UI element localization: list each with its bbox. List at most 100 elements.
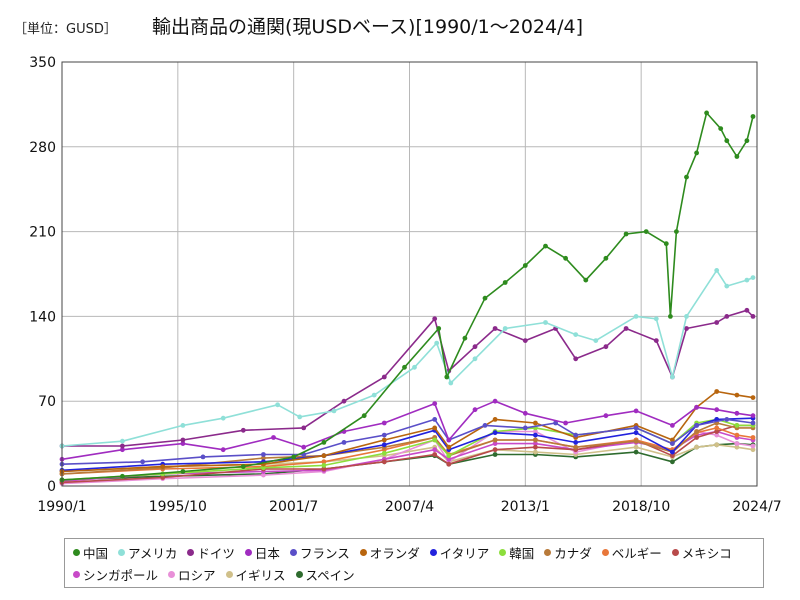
data-point — [694, 150, 699, 156]
data-point — [670, 374, 675, 380]
data-point — [432, 437, 438, 443]
legend-label: スペイン — [305, 567, 355, 583]
data-point — [714, 432, 720, 438]
data-point — [261, 455, 266, 461]
legend-marker — [499, 548, 507, 556]
data-point — [543, 320, 548, 325]
legend-item: オランダ — [359, 541, 420, 563]
data-point — [643, 229, 649, 235]
grid — [61, 61, 758, 487]
data-point — [492, 437, 498, 443]
data-point — [381, 420, 387, 426]
data-point — [381, 442, 387, 448]
legend-label: イギリス — [235, 567, 286, 583]
data-point — [381, 437, 387, 443]
data-point — [714, 320, 720, 325]
data-point — [180, 469, 186, 474]
legend-label: ベルギー — [611, 545, 662, 561]
x-tick-label: 2001/7 — [269, 499, 318, 515]
data-point — [724, 314, 730, 319]
data-point — [381, 459, 387, 465]
data-point — [533, 437, 538, 443]
data-point — [492, 441, 498, 446]
series-line — [61, 430, 754, 482]
data-point — [633, 314, 639, 319]
data-point — [744, 307, 750, 313]
legend-label: イタリア — [439, 545, 490, 561]
data-point — [482, 423, 488, 428]
data-point — [492, 452, 498, 457]
data-point — [734, 432, 740, 438]
data-point — [694, 404, 699, 410]
series-lines — [59, 110, 756, 486]
data-point — [633, 449, 639, 455]
axes: 0 70 140 210 280 350 1990/1 1995/10 2001/7 2007/4… — [29, 55, 781, 515]
series-3 — [59, 398, 756, 462]
x-tick-label: 2024/7 — [732, 499, 781, 515]
data-point — [563, 420, 568, 426]
data-point — [653, 338, 659, 343]
legend-marker — [244, 548, 252, 556]
data-point — [502, 280, 508, 285]
data-point — [261, 452, 266, 457]
data-point — [744, 138, 750, 144]
data-point — [684, 326, 689, 331]
y-tick-label: 280 — [29, 140, 56, 156]
data-point — [533, 449, 538, 455]
data-point — [573, 356, 579, 362]
data-point — [434, 340, 440, 346]
data-point — [694, 423, 699, 428]
data-point — [402, 364, 407, 370]
data-point — [734, 423, 740, 428]
data-point — [603, 344, 609, 350]
data-point — [670, 449, 675, 455]
data-point — [522, 425, 528, 431]
data-point — [432, 417, 438, 422]
y-tick-label: 210 — [29, 225, 56, 241]
data-point — [653, 316, 659, 322]
x-tick-label: 2007/4 — [385, 499, 434, 515]
data-point — [492, 398, 498, 404]
legend-label: メキシコ — [681, 545, 732, 561]
data-point — [533, 432, 538, 438]
chart-title: 輸出商品の通関(現USDベース)[1990/1～2024/4] — [152, 16, 583, 38]
legend-item: ドイツ — [187, 541, 235, 563]
data-point — [633, 438, 639, 444]
data-point — [623, 326, 629, 331]
legend-item: 韓国 — [499, 541, 534, 563]
data-point — [603, 255, 609, 261]
series-1 — [59, 268, 756, 449]
data-point — [446, 444, 452, 450]
data-point — [694, 444, 699, 450]
data-point — [200, 454, 206, 460]
data-point — [492, 447, 498, 453]
series-line — [62, 309, 754, 447]
data-point — [724, 417, 730, 422]
data-point — [412, 364, 417, 370]
data-point — [472, 344, 478, 350]
legend-label: カナダ — [554, 545, 592, 561]
data-point — [670, 441, 675, 446]
data-point — [120, 443, 125, 449]
data-point — [714, 389, 720, 394]
legend-label: フランス — [299, 545, 350, 561]
legend-item: アメリカ — [118, 541, 177, 563]
data-point — [724, 283, 730, 289]
data-point — [297, 414, 303, 420]
series-line — [61, 112, 754, 481]
data-point — [492, 430, 498, 436]
data-point — [220, 447, 226, 453]
data-point — [446, 453, 452, 459]
data-point — [750, 447, 756, 453]
data-point — [533, 420, 538, 426]
data-point — [573, 432, 579, 438]
data-point — [633, 425, 639, 431]
data-point — [704, 110, 709, 116]
data-point — [684, 174, 689, 180]
series-4 — [59, 417, 756, 467]
data-point — [436, 326, 442, 331]
series-line — [61, 424, 753, 484]
legend-marker — [225, 570, 233, 578]
data-point — [563, 255, 568, 261]
data-point — [240, 464, 246, 469]
